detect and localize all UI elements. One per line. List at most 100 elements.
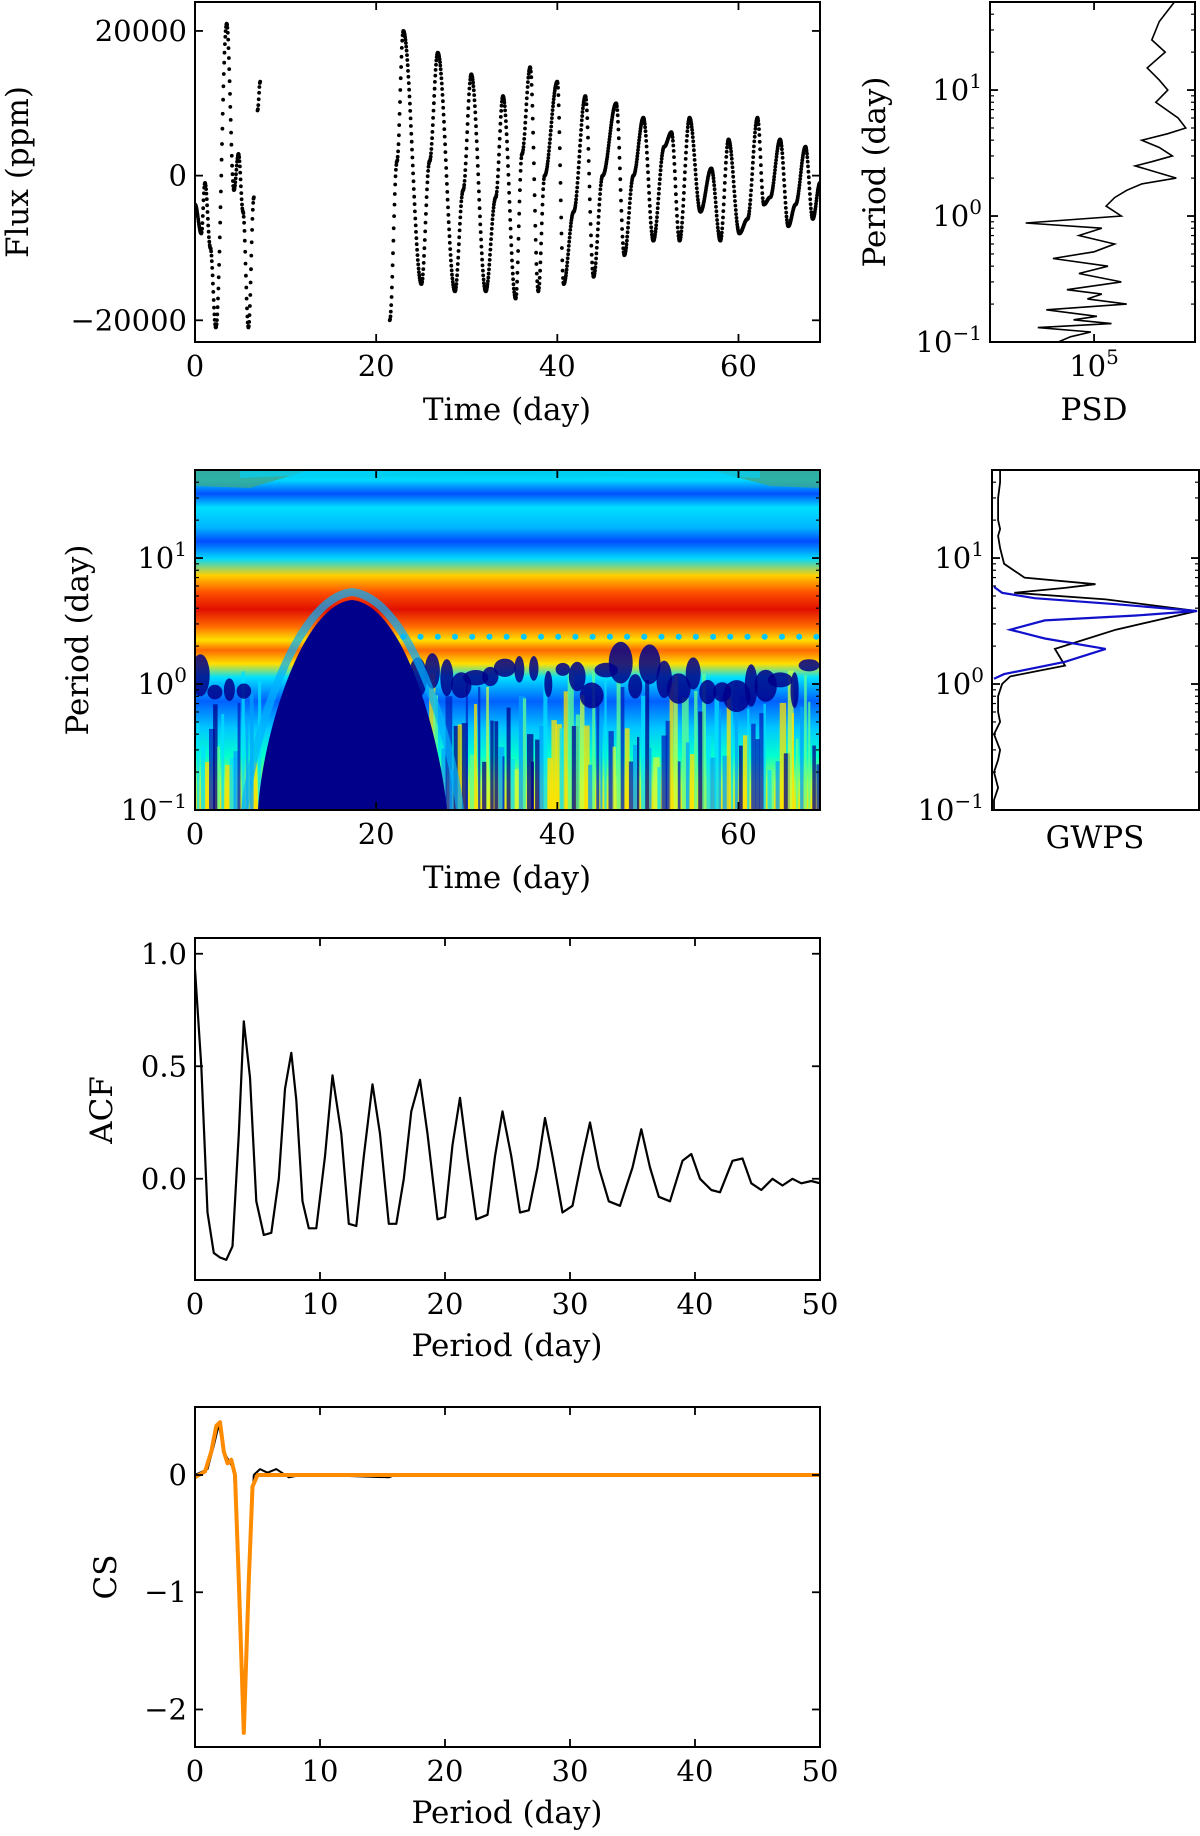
lightcurve-point xyxy=(491,205,496,210)
lightcurve-point xyxy=(629,184,634,189)
lightcurve-point xyxy=(505,147,510,152)
lightcurve-point xyxy=(242,238,247,243)
lightcurve-point xyxy=(598,187,603,192)
lightcurve-point xyxy=(409,131,414,136)
lightcurve-point xyxy=(406,74,411,79)
lightcurve-point xyxy=(488,247,493,252)
lightcurve-point xyxy=(808,192,812,196)
lightcurve-point xyxy=(245,306,249,311)
lightcurve-point xyxy=(478,214,482,219)
wavelet-texture-stripe xyxy=(482,761,487,810)
lightcurve-point xyxy=(627,206,632,210)
lightcurve-point xyxy=(249,267,253,272)
lightcurve-point xyxy=(615,104,619,109)
acf-axes: 0 10 20 30 40 50 0.0 0.5 1.0 xyxy=(141,937,839,1321)
lightcurve-point xyxy=(211,290,216,294)
lightcurve-point xyxy=(537,281,542,286)
lightcurve-point xyxy=(511,282,516,287)
lightcurve-point xyxy=(528,66,533,71)
lightcurve-point xyxy=(443,150,448,155)
lightcurve-point xyxy=(398,100,402,104)
lightcurve-point xyxy=(439,71,443,76)
lightcurve-point xyxy=(546,156,551,160)
wavelet-texture-stripe xyxy=(592,671,595,810)
lightcurve-ytick-label: 0 xyxy=(169,159,187,193)
wavelet-low-power-blob xyxy=(544,670,553,698)
wavelet-ridge-dot xyxy=(675,633,682,640)
lightcurve-point xyxy=(525,85,530,89)
lightcurve-point xyxy=(487,258,492,262)
lightcurve-point xyxy=(645,157,650,161)
lightcurve-point xyxy=(465,130,470,135)
lightcurve-point xyxy=(449,258,453,263)
lightcurve-point xyxy=(753,130,757,135)
lightcurve-point xyxy=(532,177,537,182)
lightcurve-point xyxy=(459,199,464,204)
lightcurve-point xyxy=(782,189,787,194)
lightcurve-point xyxy=(408,116,413,121)
lightcurve-point xyxy=(464,138,469,143)
lightcurve-point xyxy=(711,179,716,184)
lightcurve-point xyxy=(502,97,506,102)
lightcurve-point xyxy=(781,172,786,176)
lightcurve-point xyxy=(590,266,595,271)
lightcurve-point xyxy=(750,166,755,171)
wavelet-texture-stripe xyxy=(584,725,590,810)
lightcurve-point xyxy=(237,159,242,164)
lightcurve-point xyxy=(406,81,411,85)
lightcurve-point xyxy=(206,223,211,228)
lightcurve-point xyxy=(411,171,415,176)
wavelet-ridge-dot xyxy=(572,633,579,640)
lightcurve-point xyxy=(465,122,470,126)
lightcurve-point xyxy=(579,123,584,127)
lightcurve-point xyxy=(636,144,641,149)
lightcurve-point xyxy=(463,168,468,173)
lightcurve-point xyxy=(485,282,490,287)
lightcurve-point xyxy=(534,271,539,276)
lightcurve-point xyxy=(467,81,472,86)
lightcurve-point xyxy=(779,141,784,145)
lightcurve-point xyxy=(394,167,398,172)
lightcurve-point xyxy=(748,198,753,202)
lightcurve-point xyxy=(440,87,444,91)
lightcurve-point xyxy=(499,103,504,108)
lightcurve-point xyxy=(683,157,688,161)
wavelet-texture-stripe xyxy=(469,754,476,810)
lightcurve-point xyxy=(773,168,777,173)
lightcurve-point xyxy=(679,232,683,237)
lightcurve-point xyxy=(209,249,214,254)
lightcurve-point xyxy=(659,156,664,161)
lightcurve-point xyxy=(636,141,641,146)
lightcurve-point xyxy=(760,191,765,196)
lightcurve-point xyxy=(618,166,622,171)
lightcurve-point xyxy=(680,220,684,225)
lightcurve-point xyxy=(424,195,429,200)
lightcurve-point xyxy=(243,249,248,254)
lightcurve-point xyxy=(514,295,518,300)
lightcurve-point xyxy=(587,184,592,189)
lightcurve-point xyxy=(209,253,214,258)
wavelet-low-power-blob xyxy=(529,656,539,681)
lightcurve-point xyxy=(454,278,459,282)
lightcurve-point xyxy=(444,174,449,178)
wavelet-texture-stripe xyxy=(196,721,200,810)
lightcurve-point xyxy=(475,164,480,168)
lightcurve-panel: 0 20 40 60 −20000 0 20000 Time (day) Flux (ppm… xyxy=(0,1,821,428)
lightcurve-point xyxy=(211,281,215,286)
lightcurve-point xyxy=(566,252,570,257)
lightcurve-point xyxy=(217,235,222,240)
lightcurve-point xyxy=(397,123,402,127)
lightcurve-point xyxy=(220,126,225,131)
lightcurve-point xyxy=(747,209,752,214)
wavelet-texture-stripe xyxy=(518,696,526,810)
psd-frame xyxy=(989,1,1196,343)
lightcurve-point xyxy=(524,96,529,101)
lightcurve-point xyxy=(238,177,243,182)
lightcurve-frame xyxy=(194,1,821,343)
lightcurve-point xyxy=(619,218,624,223)
lightcurve-point xyxy=(692,148,696,153)
lightcurve-point xyxy=(478,230,483,235)
lightcurve-point xyxy=(625,238,629,243)
lightcurve-point xyxy=(496,160,501,165)
lightcurve-point xyxy=(549,120,554,125)
